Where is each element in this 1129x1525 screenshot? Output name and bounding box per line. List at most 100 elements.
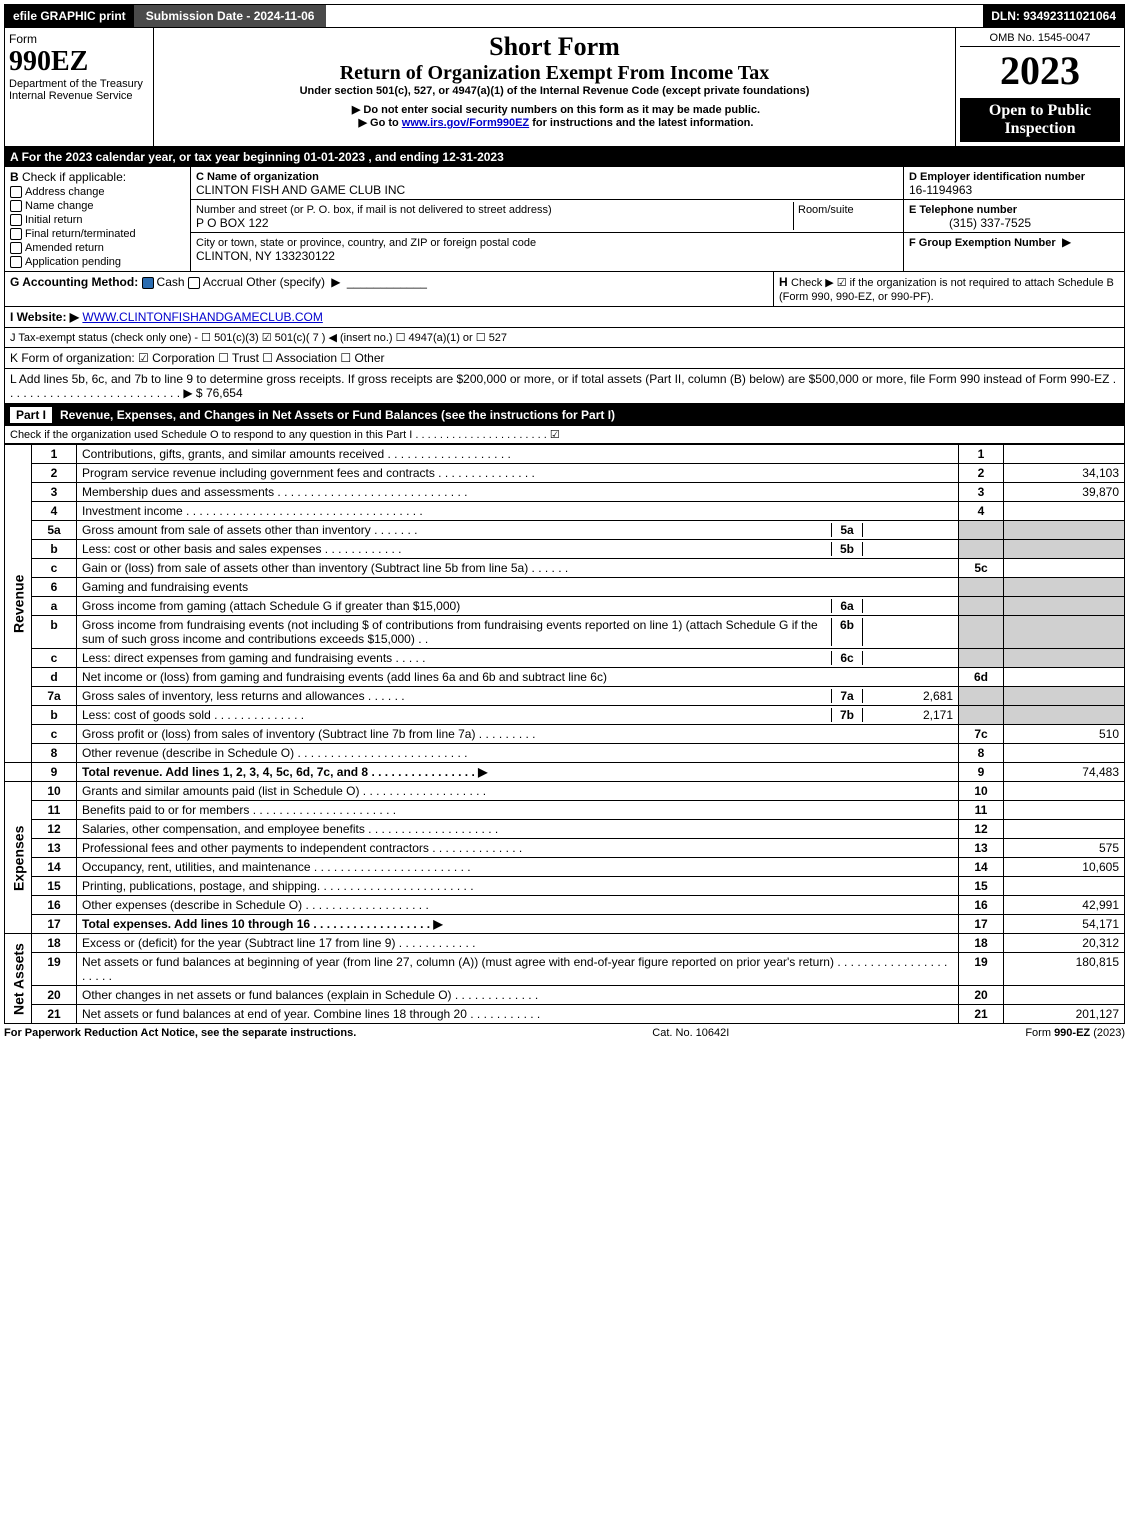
ld-17: Total expenses. Add lines 10 through 16 … <box>77 915 959 934</box>
section-i: I Website: ▶ WWW.CLINTONFISHANDGAMECLUB.… <box>4 307 1125 328</box>
under-section: Under section 501(c), 527, or 4947(a)(1)… <box>158 85 951 97</box>
lv-6c <box>1004 649 1125 668</box>
ld-21: Net assets or fund balances at end of ye… <box>77 1005 959 1024</box>
ld-6: Gaming and fundraising events <box>77 578 959 597</box>
lv-11 <box>1004 801 1125 820</box>
c-street-label: Number and street (or P. O. box, if mail… <box>196 204 552 216</box>
sn-7b: 7b <box>831 708 863 722</box>
ln-6: 6 <box>32 578 77 597</box>
section-a-text: For the 2023 calendar year, or tax year … <box>22 150 504 164</box>
footer-mid: Cat. No. 10642I <box>652 1027 729 1039</box>
lr-3: 3 <box>959 483 1004 502</box>
ln-18: 18 <box>32 934 77 953</box>
footer-left: For Paperwork Reduction Act Notice, see … <box>4 1027 356 1039</box>
efile-print-label[interactable]: efile GRAPHIC print <box>5 5 134 27</box>
lr-1: 1 <box>959 445 1004 464</box>
lv-6b <box>1004 616 1125 649</box>
lv-14: 10,605 <box>1004 858 1125 877</box>
g-label: G Accounting Method: <box>10 275 138 289</box>
d-label: D Employer identification number <box>909 171 1085 183</box>
form-number: 990EZ <box>9 46 149 78</box>
ld-18: Excess or (deficit) for the year (Subtra… <box>77 934 959 953</box>
checkbox-address-change[interactable] <box>10 186 22 198</box>
ln-1: 1 <box>32 445 77 464</box>
no-ssn-text: Do not enter social security numbers on … <box>363 104 760 116</box>
sv-6c <box>863 651 953 665</box>
ln-9: 9 <box>32 763 77 782</box>
lv-18: 20,312 <box>1004 934 1125 953</box>
ld-12: Salaries, other compensation, and employ… <box>77 820 959 839</box>
ln-17: 17 <box>32 915 77 934</box>
lr-4: 4 <box>959 502 1004 521</box>
dln-label: DLN: 93492311021064 <box>983 5 1124 27</box>
lr-17: 17 <box>959 915 1004 934</box>
lv-6a <box>1004 597 1125 616</box>
lr-14: 14 <box>959 858 1004 877</box>
sv-6b <box>863 618 953 646</box>
no-ssn-warning: Do not enter social security numbers on … <box>158 103 951 116</box>
lr-8: 8 <box>959 744 1004 763</box>
ld-5c: Gain or (loss) from sale of assets other… <box>77 559 959 578</box>
ld-7a: Gross sales of inventory, less returns a… <box>82 689 831 703</box>
ld-20: Other changes in net assets or fund bala… <box>77 986 959 1005</box>
ln-2: 2 <box>32 464 77 483</box>
ld-6b: Gross income from fundraising events (no… <box>82 618 831 646</box>
lv-1 <box>1004 445 1125 464</box>
lr-11: 11 <box>959 801 1004 820</box>
omb-number: OMB No. 1545-0047 <box>960 32 1120 47</box>
lv-6 <box>1004 578 1125 597</box>
header-left: Form 990EZ Department of the Treasury In… <box>5 28 154 146</box>
sn-7a: 7a <box>831 689 863 703</box>
lv-8 <box>1004 744 1125 763</box>
h-text: Check ▶ ☑ if the organization is not req… <box>779 277 1114 303</box>
checkbox-amended-return[interactable] <box>10 242 22 254</box>
lv-15 <box>1004 877 1125 896</box>
ln-5a: 5a <box>32 521 77 540</box>
ld-14: Occupancy, rent, utilities, and maintena… <box>77 858 959 877</box>
b-opt-1: Name change <box>25 200 94 212</box>
netassets-side-label: Net Assets <box>5 934 32 1024</box>
website-link[interactable]: WWW.CLINTONFISHANDGAMECLUB.COM <box>82 310 322 324</box>
ld-10: Grants and similar amounts paid (list in… <box>77 782 959 801</box>
ln-3: 3 <box>32 483 77 502</box>
sn-5a: 5a <box>831 523 863 537</box>
dept-label: Department of the Treasury <box>9 78 149 90</box>
irs-link[interactable]: www.irs.gov/Form990EZ <box>402 117 529 129</box>
ln-6d: d <box>32 668 77 687</box>
g-other: Other (specify) <box>246 275 325 289</box>
ld-13: Professional fees and other payments to … <box>77 839 959 858</box>
ln-14: 14 <box>32 858 77 877</box>
ln-12: 12 <box>32 820 77 839</box>
lr-10: 10 <box>959 782 1004 801</box>
section-l: L Add lines 5b, 6c, and 7b to line 9 to … <box>4 369 1125 404</box>
ln-5c: c <box>32 559 77 578</box>
checkbox-initial-return[interactable] <box>10 214 22 226</box>
checkbox-application-pending[interactable] <box>10 256 22 268</box>
sections-g-h: G Accounting Method: Cash Accrual Other … <box>4 272 1125 307</box>
lv-4 <box>1004 502 1125 521</box>
ld-1: Contributions, gifts, grants, and simila… <box>77 445 959 464</box>
ln-7b: b <box>32 706 77 725</box>
ld-2: Program service revenue including govern… <box>77 464 959 483</box>
revenue-side-label: Revenue <box>5 445 32 763</box>
lv-5a <box>1004 521 1125 540</box>
ld-7c: Gross profit or (loss) from sales of inv… <box>77 725 959 744</box>
lr-5c: 5c <box>959 559 1004 578</box>
l-text: L Add lines 5b, 6c, and 7b to line 9 to … <box>10 372 1116 400</box>
lv-9: 74,483 <box>1004 763 1125 782</box>
ln-21: 21 <box>32 1005 77 1024</box>
lv-12 <box>1004 820 1125 839</box>
main-title: Return of Organization Exempt From Incom… <box>158 62 951 85</box>
c-room-label: Room/suite <box>798 204 854 216</box>
checkbox-name-change[interactable] <box>10 200 22 212</box>
lv-13: 575 <box>1004 839 1125 858</box>
checkbox-accrual[interactable] <box>188 277 200 289</box>
c-name-label: C Name of organization <box>196 171 319 183</box>
ln-6a: a <box>32 597 77 616</box>
checkbox-cash[interactable] <box>142 277 154 289</box>
ln-7a: 7a <box>32 687 77 706</box>
section-c: C Name of organization CLINTON FISH AND … <box>191 167 904 271</box>
irs-label: Internal Revenue Service <box>9 90 149 102</box>
b-opt-2: Initial return <box>25 214 82 226</box>
checkbox-final-return[interactable] <box>10 228 22 240</box>
